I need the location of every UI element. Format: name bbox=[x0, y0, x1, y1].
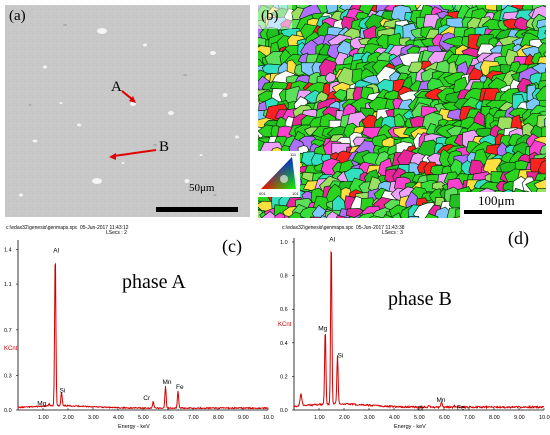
x-tick-label: 2.00 bbox=[339, 415, 350, 421]
ipf-corner-001: 001 bbox=[259, 191, 266, 196]
y-tick-label: 0.2 bbox=[280, 374, 288, 380]
panel-label-b: (b) bbox=[261, 8, 279, 24]
grain bbox=[325, 5, 341, 14]
grain bbox=[544, 66, 546, 73]
y-tick-label: 0.8 bbox=[280, 274, 288, 280]
peak-label-mg: Mg bbox=[37, 401, 46, 408]
grain bbox=[382, 214, 394, 218]
spectrum-header-lsecs: LSecs : 3 bbox=[382, 230, 403, 236]
y-tick-label: 0.3 bbox=[4, 374, 12, 380]
grain bbox=[325, 72, 337, 83]
y-tick-label: 1.4 bbox=[4, 248, 12, 254]
spectrum-header-lsecs: LSecs : 2 bbox=[106, 230, 127, 236]
spectrum-header-date: 05-Jun-2017 11:43:38 bbox=[356, 225, 405, 231]
spectrum-header-path: c:\edax32\genesis\genmaps.spc bbox=[6, 225, 78, 231]
ebsd-map-panel: 001 101 111 100μm (b) bbox=[258, 5, 546, 218]
grain bbox=[543, 51, 546, 59]
x-tick-label: 4.00 bbox=[113, 415, 124, 421]
grain bbox=[537, 159, 546, 175]
peak-label-si: Si bbox=[338, 352, 344, 359]
spectrum-header-path: c:\edax32\genesis\genmaps.spc bbox=[282, 225, 354, 231]
y-tick-label: 1.0 bbox=[280, 240, 288, 246]
y-tick-label: 0.6 bbox=[280, 307, 288, 313]
y-tick-label: 0.7 bbox=[4, 328, 12, 334]
x-tick-label: 3.00 bbox=[364, 415, 375, 421]
y-tick-label: 1.1 bbox=[4, 282, 12, 288]
grain bbox=[335, 215, 347, 218]
peak-label-cr: Cr bbox=[417, 405, 425, 412]
x-tick-label: 8.00 bbox=[489, 415, 500, 421]
grain bbox=[407, 216, 420, 218]
ipf-triangle: 001 101 111 bbox=[259, 152, 299, 196]
y-axis-label-c: KCnt bbox=[4, 346, 18, 352]
peak-label-mg: Mg bbox=[318, 325, 327, 332]
x-tick-label: 9.00 bbox=[238, 415, 249, 421]
peak-label-al: Al bbox=[53, 248, 59, 255]
x-tick-label: 7.00 bbox=[464, 415, 475, 421]
panel-label-b-bg bbox=[258, 5, 292, 29]
peak-label-si: Si bbox=[60, 387, 66, 394]
sem-image-panel: (a) A B 50μm bbox=[5, 5, 250, 217]
x-tick-label: 9.00 bbox=[514, 415, 525, 421]
y-tick-label: 0.4 bbox=[280, 341, 288, 347]
spectrum-trace bbox=[17, 262, 269, 410]
y-tick-label: 0.0 bbox=[4, 408, 12, 414]
ebsd-scale-box: 100μm bbox=[460, 192, 546, 218]
grain bbox=[544, 29, 546, 35]
y-axis-label-d: KCnt bbox=[278, 322, 292, 328]
marker-b: B bbox=[159, 139, 170, 155]
x-tick-label: 6.00 bbox=[439, 415, 450, 421]
spectrum-trace bbox=[293, 250, 545, 410]
panel-label-c: (c) bbox=[222, 236, 242, 257]
phase-label-a: phase A bbox=[122, 271, 186, 293]
x-axis-label-c: Energy - keV bbox=[118, 424, 150, 430]
grain bbox=[274, 212, 287, 218]
ipf-color-key: 001 101 111 bbox=[258, 151, 300, 197]
x-tick-label: 1.00 bbox=[38, 415, 49, 421]
x-tick-label: 6.00 bbox=[163, 415, 174, 421]
x-tick-label: 5.00 bbox=[414, 415, 425, 421]
peak-label-fe: Fe bbox=[457, 404, 465, 411]
peak-label-cr: Cr bbox=[143, 395, 151, 402]
ipf-corner-111: 111 bbox=[290, 152, 297, 157]
marker-a: A bbox=[111, 79, 122, 95]
panel-label-a: (a) bbox=[9, 8, 26, 24]
spectrum-panel-c: c:\edax32\genesis\genmaps.spc 05-Jun-201… bbox=[0, 222, 274, 435]
spectrum-chart-d: (d) phase B KCnt Energy - keV 1.0 0.8 0.6 0… bbox=[278, 228, 550, 430]
x-tick-label: 1.00 bbox=[314, 415, 325, 421]
grain bbox=[424, 212, 439, 218]
peak-label-fe: Fe bbox=[176, 384, 184, 391]
grain bbox=[357, 212, 376, 218]
x-tick-label: 10.0 bbox=[539, 415, 550, 421]
panel-label-d: (d) bbox=[508, 228, 529, 249]
x-tick-label: 7.00 bbox=[188, 415, 199, 421]
x-tick-label: 10.0 bbox=[263, 415, 274, 421]
x-tick-label: 8.00 bbox=[213, 415, 224, 421]
ebsd-scale-label: 100μm bbox=[478, 193, 515, 208]
x-axis-label-d: Energy - keV bbox=[394, 424, 426, 430]
ebsd-map bbox=[258, 5, 546, 218]
phase-label-b: phase B bbox=[388, 288, 452, 310]
peak-label-mn: Mn bbox=[437, 397, 446, 404]
ebsd-scale-bar bbox=[464, 210, 542, 214]
peak-label-al: Al bbox=[329, 236, 335, 243]
spectrum-panel-d: c:\edax32\genesis\genmaps.spc 05-Jun-201… bbox=[276, 222, 550, 435]
sem-image bbox=[5, 5, 250, 217]
grain bbox=[392, 212, 402, 218]
grain bbox=[539, 144, 546, 156]
x-tick-label: 3.00 bbox=[88, 415, 99, 421]
peak-label-mn: Mn bbox=[163, 379, 172, 386]
x-tick-label: 5.00 bbox=[138, 415, 149, 421]
x-tick-label: 2.00 bbox=[63, 415, 74, 421]
grain bbox=[288, 211, 302, 218]
spectrum-header-date: 05-Jun-2017 11:43:12 bbox=[80, 225, 129, 231]
sem-scale-label: 50μm bbox=[189, 182, 215, 194]
grain bbox=[368, 215, 384, 218]
spectrum-chart-c: (c) phase A KCnt Energy - keV 1.4 1.1 0.7 0… bbox=[4, 236, 274, 430]
grain-field bbox=[258, 5, 546, 218]
grain bbox=[309, 216, 324, 218]
ipf-corner-101: 101 bbox=[292, 191, 299, 196]
x-tick-label: 4.00 bbox=[389, 415, 400, 421]
y-tick-label: 0.0 bbox=[280, 408, 288, 414]
